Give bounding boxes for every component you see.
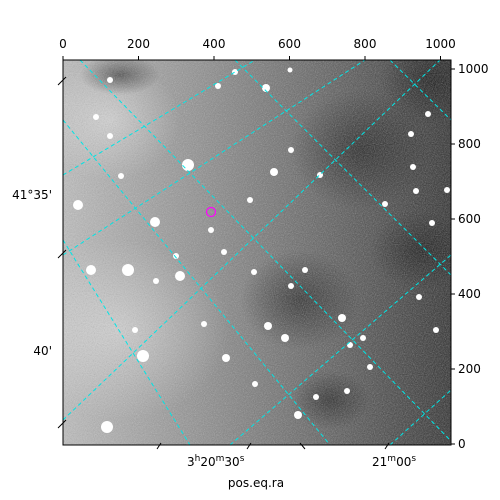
star	[137, 350, 149, 362]
star	[382, 201, 388, 207]
star	[444, 187, 450, 193]
star	[251, 269, 257, 275]
bottom-axis: 3h20m30s 21m00s pos.eq.ra	[156, 442, 416, 490]
star	[215, 83, 221, 89]
star	[222, 354, 230, 362]
ra-tick-label-1: 3h20m30s	[187, 454, 245, 469]
star	[338, 314, 346, 322]
star	[252, 381, 258, 387]
star	[201, 321, 207, 327]
sky-image	[63, 60, 451, 445]
top-tick-label: 1000	[425, 37, 456, 51]
star	[270, 168, 278, 176]
right-tick-label: 800	[458, 137, 481, 151]
star	[288, 283, 294, 289]
star	[182, 159, 194, 171]
star	[288, 147, 294, 153]
top-tick-label: 600	[278, 37, 301, 51]
top-tick-label: 0	[59, 37, 67, 51]
star	[86, 265, 96, 275]
star	[73, 200, 83, 210]
top-axis: 0 200 400 600 800 1000	[59, 37, 456, 60]
grid-line	[63, 239, 191, 445]
star-field	[73, 67, 450, 433]
top-tick-label: 800	[354, 37, 377, 51]
star	[122, 264, 134, 276]
star	[347, 342, 353, 348]
star	[425, 111, 431, 117]
star	[150, 217, 160, 227]
right-tick-label: 1000	[458, 62, 489, 76]
grid-line	[389, 60, 451, 121]
top-tick-label: 200	[127, 37, 150, 51]
star	[173, 253, 179, 259]
star	[416, 294, 422, 300]
right-axis: 0 200 400 600 800 1000	[451, 62, 489, 451]
ra-tick-label-2: 21m00s	[372, 454, 416, 469]
star	[264, 322, 272, 330]
star	[93, 114, 99, 120]
grid-line	[63, 60, 256, 176]
target-marker	[205, 206, 217, 218]
star	[410, 164, 416, 170]
star	[360, 335, 366, 341]
grid-line	[79, 60, 451, 441]
star	[313, 394, 319, 400]
star	[429, 220, 435, 226]
star	[107, 77, 113, 83]
grid-line	[63, 119, 331, 445]
star	[247, 197, 253, 203]
right-tick-label: 0	[458, 437, 466, 451]
star	[118, 173, 124, 179]
star	[101, 421, 113, 433]
x-axis-label: pos.eq.ra	[228, 476, 284, 490]
star	[132, 327, 138, 333]
star	[433, 327, 439, 333]
star	[281, 334, 289, 342]
star	[344, 388, 350, 394]
star	[302, 267, 308, 273]
coordinate-grid	[63, 60, 451, 445]
star	[367, 364, 373, 370]
left-tick-label: 41°35'	[12, 188, 52, 202]
star	[408, 131, 414, 137]
grid-line	[63, 60, 366, 256]
right-tick-label: 400	[458, 287, 481, 301]
star	[221, 249, 227, 255]
star	[175, 271, 185, 281]
star	[413, 188, 419, 194]
grid-line	[234, 60, 451, 276]
star	[262, 84, 270, 92]
top-tick-label: 400	[203, 37, 226, 51]
star	[107, 133, 113, 139]
star	[208, 227, 214, 233]
star	[153, 278, 159, 284]
left-axis: 41°35' 40'	[12, 76, 67, 429]
left-tick-label: 40'	[33, 344, 52, 358]
star	[232, 69, 238, 75]
right-tick-label: 200	[458, 362, 481, 376]
right-tick-label: 600	[458, 212, 481, 226]
star	[294, 411, 302, 419]
grid-line	[63, 60, 441, 421]
star	[287, 67, 293, 73]
